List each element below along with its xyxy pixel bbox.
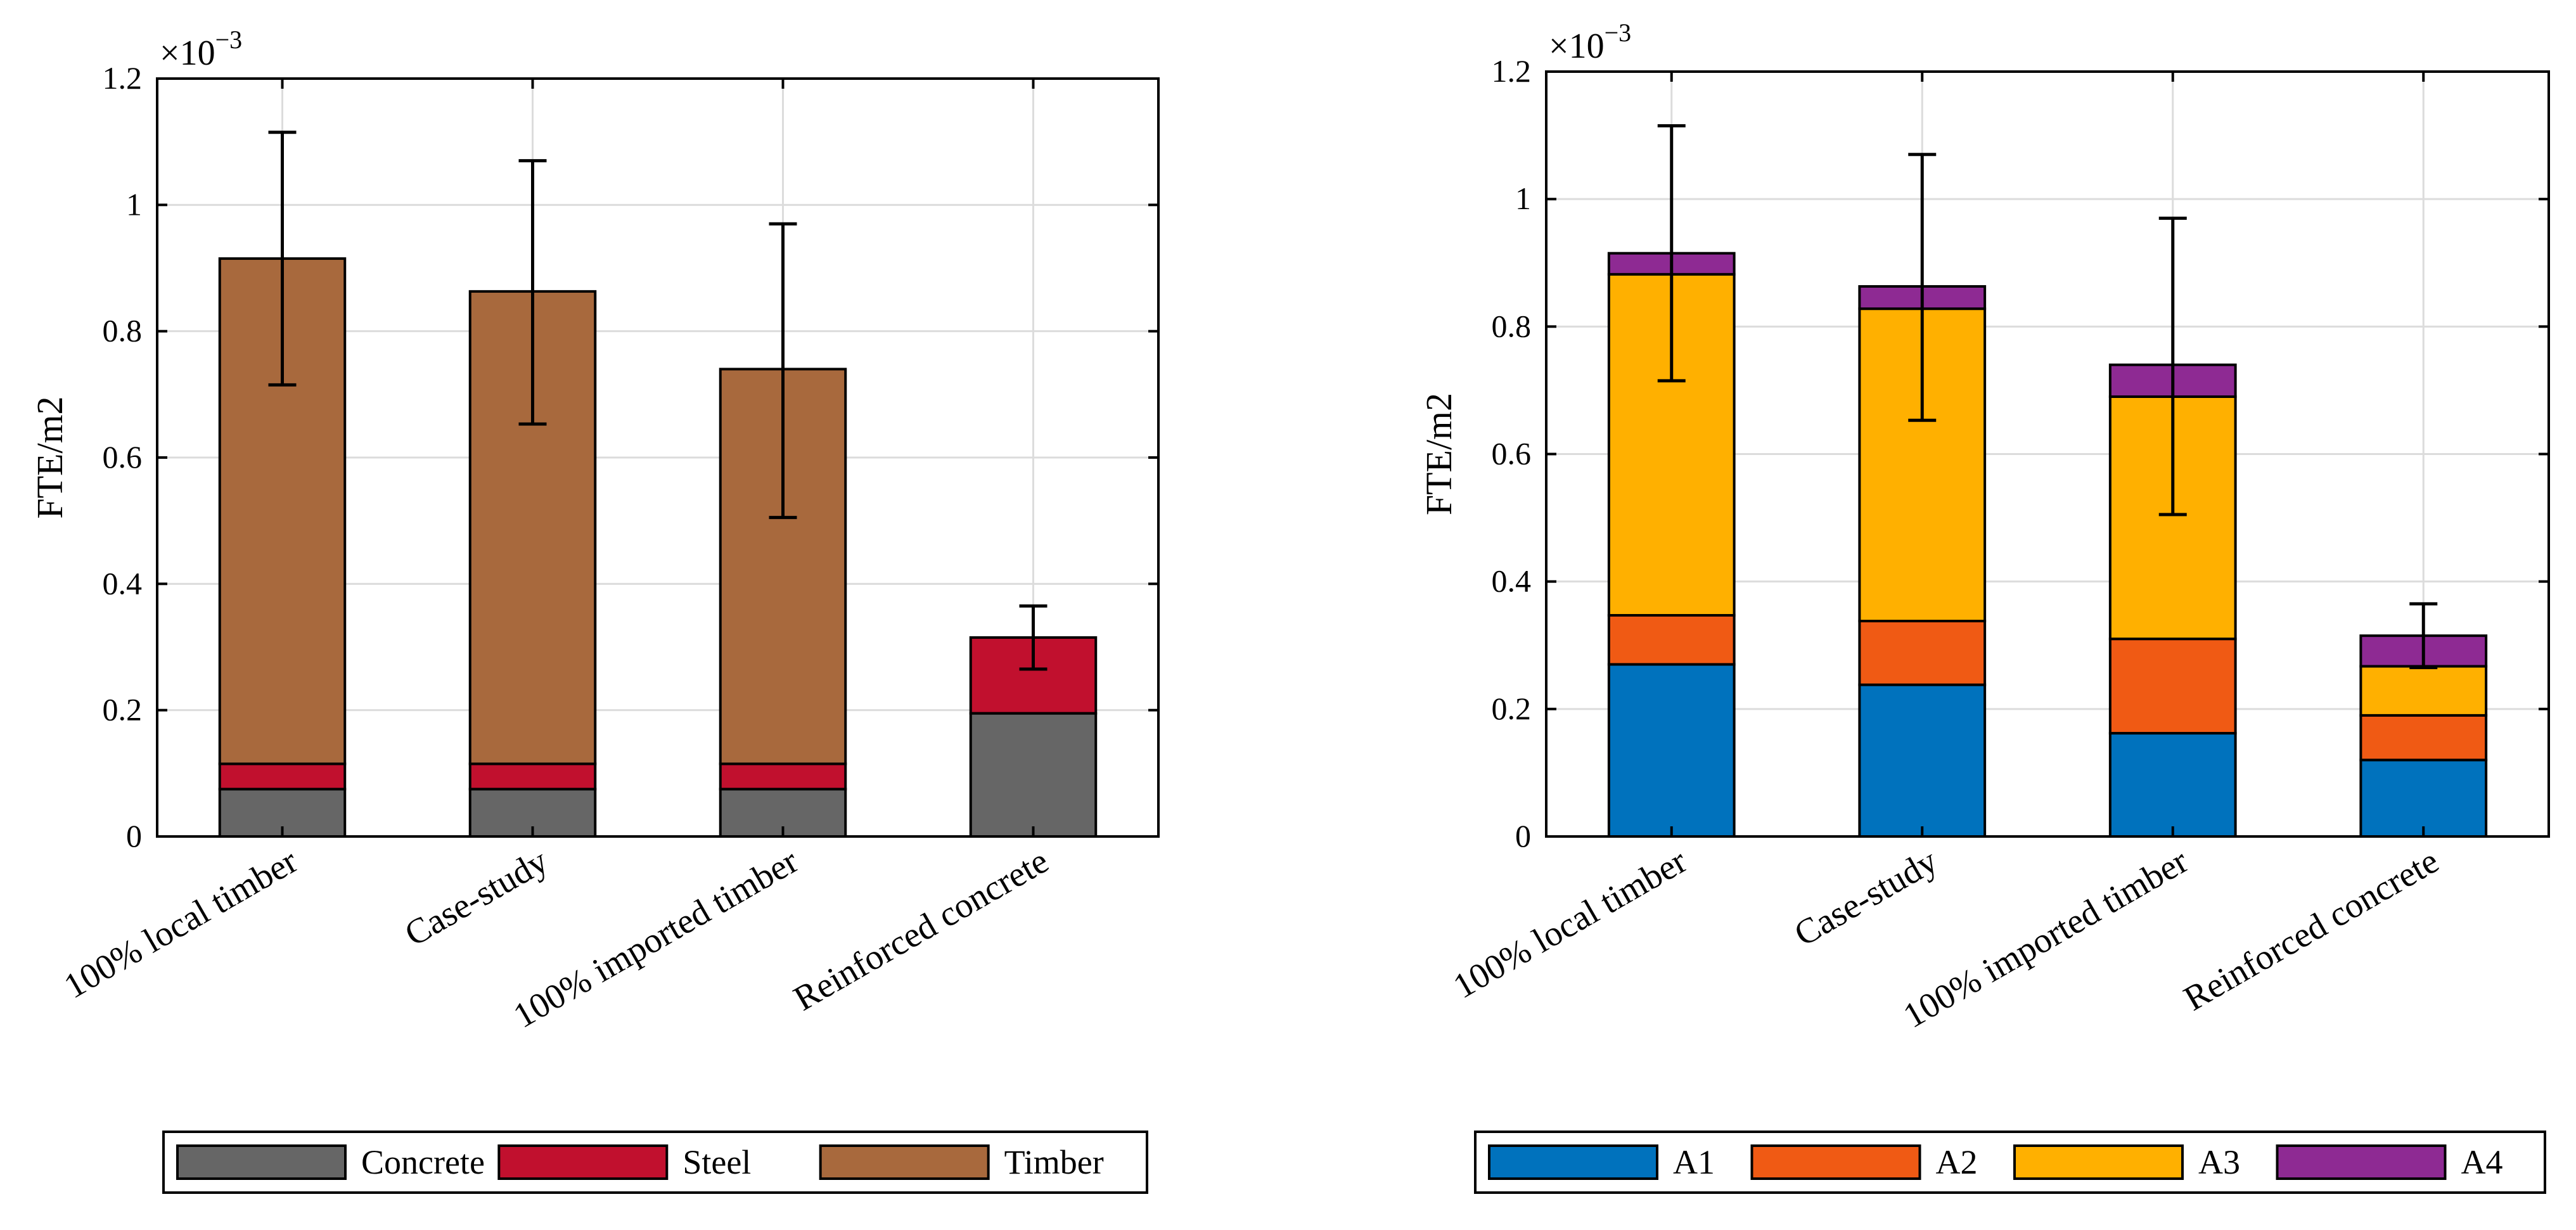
bar-segment-a2 xyxy=(2108,637,2237,735)
scale-factor-label: ×10−3 xyxy=(1549,18,1631,66)
legend-label-a4: A4 xyxy=(2461,1143,2503,1181)
legend-label-a2: A2 xyxy=(1936,1143,1978,1181)
legend-swatch-a1 xyxy=(1488,1144,1658,1180)
y-tick-label: 0.8 xyxy=(1492,308,1532,343)
x-tick-label: Reinforced concrete xyxy=(787,842,1055,1019)
scale-factor-base: ×10 xyxy=(1549,27,1605,66)
legend-swatch-a4 xyxy=(2276,1144,2447,1180)
bar-segment-a2 xyxy=(2359,714,2488,762)
y-tick-label: 0.4 xyxy=(103,565,143,601)
bar-segment-a1 xyxy=(1858,683,1987,838)
bar-segment-a1 xyxy=(2108,732,2237,838)
bar-segment-steel xyxy=(468,762,597,791)
y-tick-label: 1.2 xyxy=(103,60,143,96)
bar-segment-a2 xyxy=(1607,613,1736,666)
x-tick-label: Case-study xyxy=(1788,842,1944,954)
y-tick-label: 0 xyxy=(1515,818,1531,854)
legend: A1 A2 A3 A4 xyxy=(1474,1131,2546,1194)
y-tick-label: 0.6 xyxy=(1492,436,1532,471)
legend-label-timber: Timber xyxy=(1004,1143,1104,1181)
chart-panel-2: 0 0.2 0.4 0.6 0.8 1 1.2 100% local timber Case-s… xyxy=(1418,18,2550,1194)
x-tick-label: Reinforced concrete xyxy=(2177,842,2445,1019)
bar-segment-a2 xyxy=(1858,620,1987,686)
x-tick-label: 100% imported timber xyxy=(1897,841,2195,1035)
legend-label-a3: A3 xyxy=(2198,1143,2240,1181)
y-tick-label: 0.8 xyxy=(103,313,143,349)
legend: Concrete Steel Timber xyxy=(162,1131,1148,1194)
y-tick-label: 1 xyxy=(1515,181,1531,216)
bar-segment-a1 xyxy=(2359,759,2488,838)
y-axis-label: FTE/m2 xyxy=(29,396,70,518)
legend-swatch-a2 xyxy=(1750,1144,1921,1180)
y-tick-label: 0.4 xyxy=(1492,563,1532,599)
bar-segment-a1 xyxy=(1607,663,1736,838)
legend-label-steel: Steel xyxy=(682,1143,751,1181)
y-axis-label: FTE/m2 xyxy=(1418,393,1459,515)
scale-factor-exponent: −3 xyxy=(1605,18,1632,47)
scale-factor-exponent: −3 xyxy=(215,25,243,54)
legend-swatch-timber xyxy=(819,1144,990,1180)
y-tick-label: 0.2 xyxy=(1492,691,1532,726)
legend-swatch-steel xyxy=(497,1144,669,1180)
chart-panel-1: 0 0.2 0.4 0.6 0.8 1 1.2 100% local timber Case-s… xyxy=(29,25,1160,1194)
x-tick-label: 100% local timber xyxy=(1447,841,1694,1006)
bar-segment-concrete xyxy=(969,712,1098,838)
y-tick-label: 0.6 xyxy=(103,439,143,475)
scale-factor-base: ×10 xyxy=(160,34,215,73)
y-tick-label: 1 xyxy=(126,186,142,222)
bar-segment-a3 xyxy=(2359,665,2488,717)
scale-factor-label: ×10−3 xyxy=(160,25,242,73)
x-tick-label: Case-study xyxy=(398,842,554,954)
y-tick-label: 0.2 xyxy=(103,692,143,727)
y-tick-label: 0 xyxy=(126,818,142,854)
y-tick-label: 1.2 xyxy=(1492,53,1532,89)
bar-segment-steel xyxy=(719,762,847,791)
x-tick-label: 100% local timber xyxy=(58,841,305,1006)
legend-swatch-a3 xyxy=(2013,1144,2184,1180)
legend-swatch-concrete xyxy=(176,1144,347,1180)
legend-label-a1: A1 xyxy=(1673,1143,1715,1181)
bar-segment-steel xyxy=(218,762,347,791)
legend-label-concrete: Concrete xyxy=(361,1143,485,1181)
